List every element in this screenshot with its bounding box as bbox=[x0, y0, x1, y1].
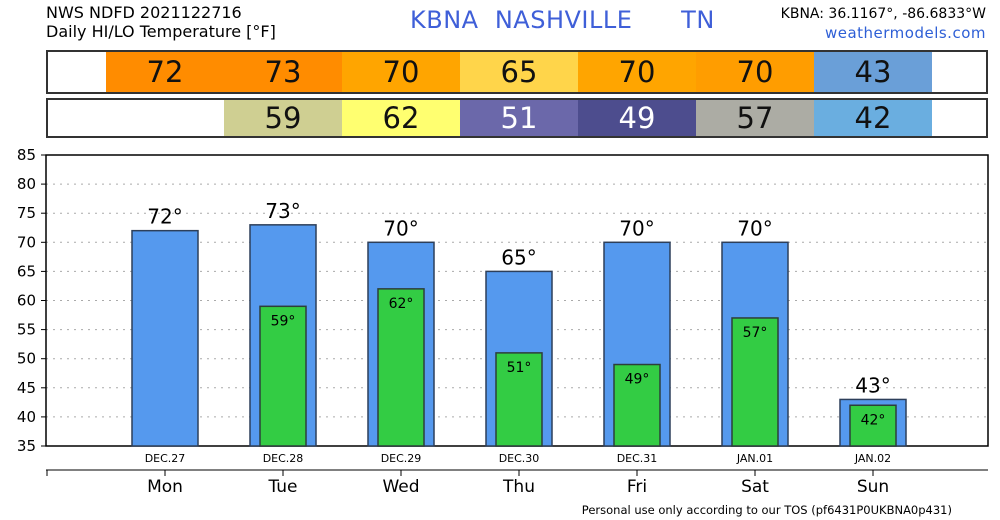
high-bar-label: 65° bbox=[501, 245, 536, 269]
product-id: NWS NDFD 2021122716 bbox=[46, 3, 242, 22]
y-tick-label: 45 bbox=[17, 379, 36, 397]
y-tick-label: 35 bbox=[17, 437, 36, 455]
lo_band-cell: 51 bbox=[460, 100, 578, 136]
lo_band-cell: 42 bbox=[814, 100, 932, 136]
y-tick-label: 80 bbox=[17, 175, 36, 193]
lo_band-cell: 49 bbox=[578, 100, 696, 136]
high-bar-label: 70° bbox=[383, 216, 418, 240]
date-label: DEC.30 bbox=[499, 452, 540, 465]
x-tick-label: Wed bbox=[382, 477, 419, 497]
y-tick-label: 70 bbox=[17, 233, 36, 251]
high-bar-label: 70° bbox=[737, 216, 772, 240]
hi_band-cell: 70 bbox=[578, 52, 696, 92]
low-bar-label: 42° bbox=[861, 412, 886, 428]
date-label: DEC.27 bbox=[145, 452, 186, 465]
site-link[interactable]: weathermodels.com bbox=[824, 24, 986, 42]
high-bar bbox=[131, 229, 199, 447]
low-temperature-band: 59 62 51 49 57 42 bbox=[46, 98, 988, 138]
low-bar bbox=[731, 317, 779, 447]
hi_band-cell: 43 bbox=[814, 52, 932, 92]
date-label: DEC.28 bbox=[263, 452, 304, 465]
y-tick-label: 55 bbox=[17, 321, 36, 339]
lo_band-cell: 59 bbox=[224, 100, 342, 136]
y-tick-label: 85 bbox=[17, 146, 36, 164]
chart-header-left: NWS NDFD 2021122716 Daily HI/LO Temperat… bbox=[46, 3, 276, 41]
low-bar-label: 51° bbox=[507, 360, 532, 376]
hi_band-cell: 73 bbox=[224, 52, 342, 92]
x-tick-label: Sun bbox=[857, 477, 889, 497]
high-bar-label: 73° bbox=[265, 199, 300, 223]
lo_band-cell: 57 bbox=[696, 100, 814, 136]
x-tick-label: Thu bbox=[502, 477, 535, 497]
high-bar-label: 70° bbox=[619, 216, 654, 240]
date-label: DEC.29 bbox=[381, 452, 422, 465]
station-coordinates: KBNA: 36.1167°, -86.6833°W bbox=[780, 6, 986, 22]
hi_band-cell: 65 bbox=[460, 52, 578, 92]
low-bar-label: 62° bbox=[389, 296, 414, 312]
y-tick-label: 75 bbox=[17, 204, 36, 222]
high-bar-label: 72° bbox=[147, 205, 182, 229]
product-description: Daily HI/LO Temperature [°F] bbox=[46, 22, 276, 41]
x-tick-label: Mon bbox=[147, 477, 183, 497]
terms-footer: Personal use only according to our TOS (… bbox=[581, 503, 952, 517]
high-bar-label: 43° bbox=[855, 373, 890, 397]
hi_band-cell: 72 bbox=[106, 52, 224, 92]
low-bar-label: 57° bbox=[743, 325, 768, 341]
station-title: KBNA NASHVILLE TN bbox=[410, 6, 715, 34]
lo_band-cell bbox=[106, 100, 224, 136]
y-tick-label: 40 bbox=[17, 408, 36, 426]
high-temperature-band: 72 73 70 65 70 70 43 bbox=[46, 50, 988, 94]
date-label: DEC.31 bbox=[617, 452, 658, 465]
hi_band-cell: 70 bbox=[696, 52, 814, 92]
lo_band-cell: 62 bbox=[342, 100, 460, 136]
low-bar bbox=[495, 352, 543, 447]
y-tick-label: 60 bbox=[17, 292, 36, 310]
y-tick-label: 65 bbox=[17, 262, 36, 280]
hi_band-cell: 70 bbox=[342, 52, 460, 92]
x-tick-label: Sat bbox=[741, 477, 769, 497]
chart-header-right: KBNA: 36.1167°, -86.6833°W weathermodels… bbox=[781, 5, 986, 43]
low-bar bbox=[613, 363, 661, 447]
low-bar-label: 49° bbox=[625, 372, 650, 388]
date-label: JAN.02 bbox=[854, 452, 891, 465]
y-tick-label: 50 bbox=[17, 350, 36, 368]
low-bar bbox=[849, 404, 897, 447]
low-bar bbox=[259, 305, 307, 447]
low-bar bbox=[377, 288, 425, 447]
date-label: JAN.01 bbox=[736, 452, 773, 465]
x-tick-label: Fri bbox=[627, 477, 647, 497]
x-tick-label: Tue bbox=[267, 477, 297, 497]
low-bar-label: 59° bbox=[271, 313, 296, 329]
